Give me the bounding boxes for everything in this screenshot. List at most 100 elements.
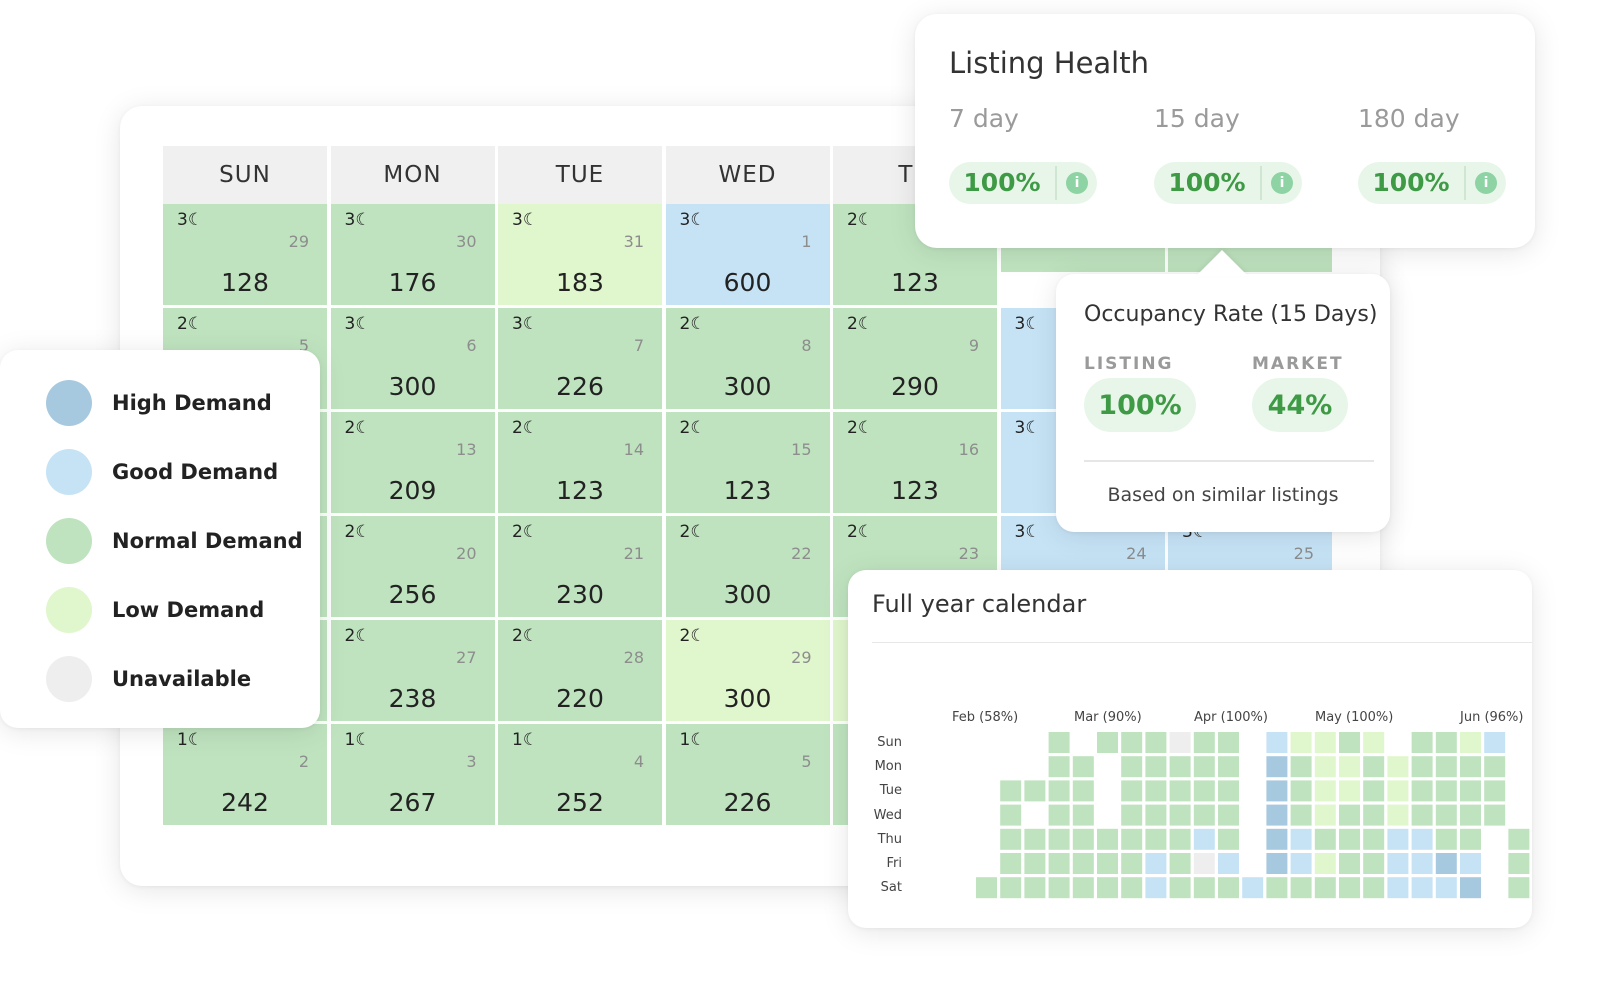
heatmap-day-cell[interactable]: [1218, 756, 1239, 778]
heatmap-day-cell[interactable]: [1121, 853, 1143, 874]
heatmap-day-cell[interactable]: [1048, 828, 1070, 850]
heatmap-day-cell[interactable]: [1484, 804, 1506, 826]
heatmap-day-cell[interactable]: [1339, 853, 1360, 874]
calendar-day-cell[interactable]: 3☾ 31 183: [498, 204, 664, 307]
heatmap-day-cell[interactable]: [1435, 756, 1457, 778]
heatmap-day-cell[interactable]: [1218, 828, 1239, 850]
heatmap-day-cell[interactable]: [1460, 780, 1481, 802]
heatmap-day-cell[interactable]: [1435, 853, 1457, 874]
heatmap-day-cell[interactable]: [1024, 877, 1046, 899]
calendar-day-cell[interactable]: 1☾ 4 252: [498, 724, 664, 827]
heatmap-day-cell[interactable]: [1218, 877, 1239, 899]
heatmap-day-cell[interactable]: [1145, 853, 1167, 874]
heatmap-day-cell[interactable]: [1290, 804, 1312, 826]
heatmap-day-cell[interactable]: [1290, 732, 1312, 753]
heatmap-day-cell[interactable]: [1339, 877, 1360, 899]
heatmap-day-cell[interactable]: [1024, 853, 1046, 874]
heatmap-day-cell[interactable]: [1145, 877, 1167, 899]
heatmap-day-cell[interactable]: [1121, 780, 1143, 802]
calendar-day-cell[interactable]: 2☾ 28 220: [498, 620, 664, 723]
calendar-day-cell[interactable]: 3☾ 29 128: [163, 204, 329, 307]
heatmap-day-cell[interactable]: [1411, 756, 1433, 778]
heatmap-day-cell[interactable]: [1460, 877, 1481, 899]
heatmap-day-cell[interactable]: [1266, 804, 1288, 826]
heatmap-day-cell[interactable]: [1460, 828, 1481, 850]
calendar-day-cell[interactable]: 2☾ 13 209: [330, 412, 497, 515]
heatmap-day-cell[interactable]: [1314, 756, 1336, 778]
heatmap-day-cell[interactable]: [1484, 756, 1506, 778]
heatmap-day-cell[interactable]: [1290, 853, 1312, 874]
heatmap-day-cell[interactable]: [1339, 804, 1360, 826]
heatmap-day-cell[interactable]: [1435, 780, 1457, 802]
heatmap-day-cell[interactable]: [1193, 853, 1215, 874]
heatmap-day-cell[interactable]: [1121, 732, 1143, 753]
heatmap-day-cell[interactable]: [1339, 732, 1360, 753]
heatmap-day-cell[interactable]: [1097, 828, 1118, 850]
heatmap-day-cell[interactable]: [1048, 732, 1070, 753]
heatmap-day-cell[interactable]: [1435, 804, 1457, 826]
calendar-day-cell[interactable]: 1☾ 5 226: [665, 724, 832, 827]
heatmap-day-cell[interactable]: [1290, 828, 1312, 850]
heatmap-day-cell[interactable]: [1387, 828, 1409, 850]
heatmap-day-cell[interactable]: [1024, 828, 1046, 850]
heatmap-day-cell[interactable]: [1411, 732, 1433, 753]
heatmap-day-cell[interactable]: [1145, 780, 1167, 802]
heatmap-day-cell[interactable]: [1169, 828, 1191, 850]
calendar-day-cell[interactable]: 3☾ 1 600: [665, 204, 832, 307]
heatmap-day-cell[interactable]: [1193, 780, 1215, 802]
heatmap-day-cell[interactable]: [1363, 780, 1385, 802]
heatmap-day-cell[interactable]: [1048, 756, 1070, 778]
calendar-day-cell[interactable]: 2☾ 29 300: [665, 620, 832, 723]
heatmap-day-cell[interactable]: [1097, 732, 1118, 753]
heatmap-day-cell[interactable]: [1024, 780, 1046, 802]
heatmap-day-cell[interactable]: [1169, 877, 1191, 899]
calendar-day-cell[interactable]: 2☾ 15 123: [665, 412, 832, 515]
heatmap-day-cell[interactable]: [1000, 853, 1022, 874]
heatmap-day-cell[interactable]: [1435, 877, 1457, 899]
info-icon[interactable]: i: [1475, 172, 1497, 194]
calendar-day-cell[interactable]: 2☾ 21 230: [498, 516, 664, 619]
calendar-day-cell[interactable]: 2☾ 22 300: [665, 516, 832, 619]
heatmap-day-cell[interactable]: [1193, 877, 1215, 899]
heatmap-day-cell[interactable]: [1314, 804, 1336, 826]
heatmap-day-cell[interactable]: [1145, 828, 1167, 850]
heatmap-day-cell[interactable]: [1363, 877, 1385, 899]
heatmap-day-cell[interactable]: [1218, 732, 1239, 753]
heatmap-day-cell[interactable]: [1314, 828, 1336, 850]
heatmap-day-cell[interactable]: [1290, 780, 1312, 802]
heatmap-day-cell[interactable]: [1072, 804, 1094, 826]
calendar-day-cell[interactable]: 1☾ 2 242: [163, 724, 329, 827]
calendar-day-cell[interactable]: 2☾ 8 300: [665, 308, 832, 411]
heatmap-day-cell[interactable]: [1097, 853, 1118, 874]
heatmap-day-cell[interactable]: [1508, 853, 1530, 874]
heatmap-day-cell[interactable]: [1411, 877, 1433, 899]
calendar-day-cell[interactable]: 3☾ 30 176: [330, 204, 497, 307]
calendar-day-cell[interactable]: 2☾ 20 256: [330, 516, 497, 619]
heatmap-day-cell[interactable]: [1169, 804, 1191, 826]
heatmap-day-cell[interactable]: [1048, 877, 1070, 899]
heatmap-day-cell[interactable]: [1460, 804, 1481, 826]
heatmap-day-cell[interactable]: [1266, 853, 1288, 874]
heatmap-day-cell[interactable]: [1363, 853, 1385, 874]
heatmap-day-cell[interactable]: [1242, 877, 1264, 899]
heatmap-day-cell[interactable]: [1266, 732, 1288, 753]
heatmap-day-cell[interactable]: [1339, 780, 1360, 802]
heatmap-day-cell[interactable]: [1169, 732, 1191, 753]
heatmap-day-cell[interactable]: [1339, 756, 1360, 778]
calendar-day-cell[interactable]: 3☾ 6 300: [330, 308, 497, 411]
heatmap-day-cell[interactable]: [1072, 877, 1094, 899]
heatmap-day-cell[interactable]: [1145, 756, 1167, 778]
heatmap-day-cell[interactable]: [1072, 780, 1094, 802]
heatmap-day-cell[interactable]: [1121, 756, 1143, 778]
heatmap-day-cell[interactable]: [1266, 780, 1288, 802]
heatmap-day-cell[interactable]: [1145, 804, 1167, 826]
heatmap-day-cell[interactable]: [1000, 804, 1022, 826]
heatmap-day-cell[interactable]: [1218, 804, 1239, 826]
heatmap-day-cell[interactable]: [1314, 853, 1336, 874]
heatmap-day-cell[interactable]: [1266, 756, 1288, 778]
heatmap-day-cell[interactable]: [1460, 732, 1481, 753]
calendar-day-cell[interactable]: 2☾ 27 238: [330, 620, 497, 723]
calendar-day-cell[interactable]: 1☾ 3 267: [330, 724, 497, 827]
heatmap-day-cell[interactable]: [1363, 732, 1385, 753]
heatmap-day-cell[interactable]: [1072, 756, 1094, 778]
